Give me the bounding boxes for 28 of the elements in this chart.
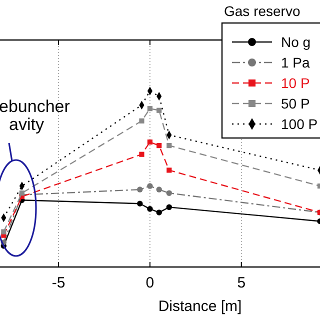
x-tick-label: -5 [52,274,66,292]
point [147,106,152,112]
point [147,206,153,212]
point [156,186,162,192]
legend-label: 50 P [281,96,310,112]
legend-title: Gas reservo [224,3,300,19]
legend-label: 10 P [281,75,310,91]
point [139,118,144,124]
point [147,183,153,189]
point [166,168,172,173]
point [137,186,143,192]
x-axis-title: Distance [m] [158,298,242,315]
point [166,190,172,196]
legend-label: 100 P [281,116,318,132]
x-tick-label: 5 [237,274,246,292]
point [156,108,162,113]
legend-label: 1 Pa [281,54,310,70]
point [156,143,162,148]
x-tick-label: 0 [146,274,154,292]
legend-label: No g [281,34,311,50]
point [147,139,152,145]
point [166,204,172,210]
point [1,229,6,234]
annotation: ebuncher avity [0,97,70,134]
point [156,210,162,216]
point [137,200,143,207]
point [166,143,172,148]
point [139,152,144,157]
